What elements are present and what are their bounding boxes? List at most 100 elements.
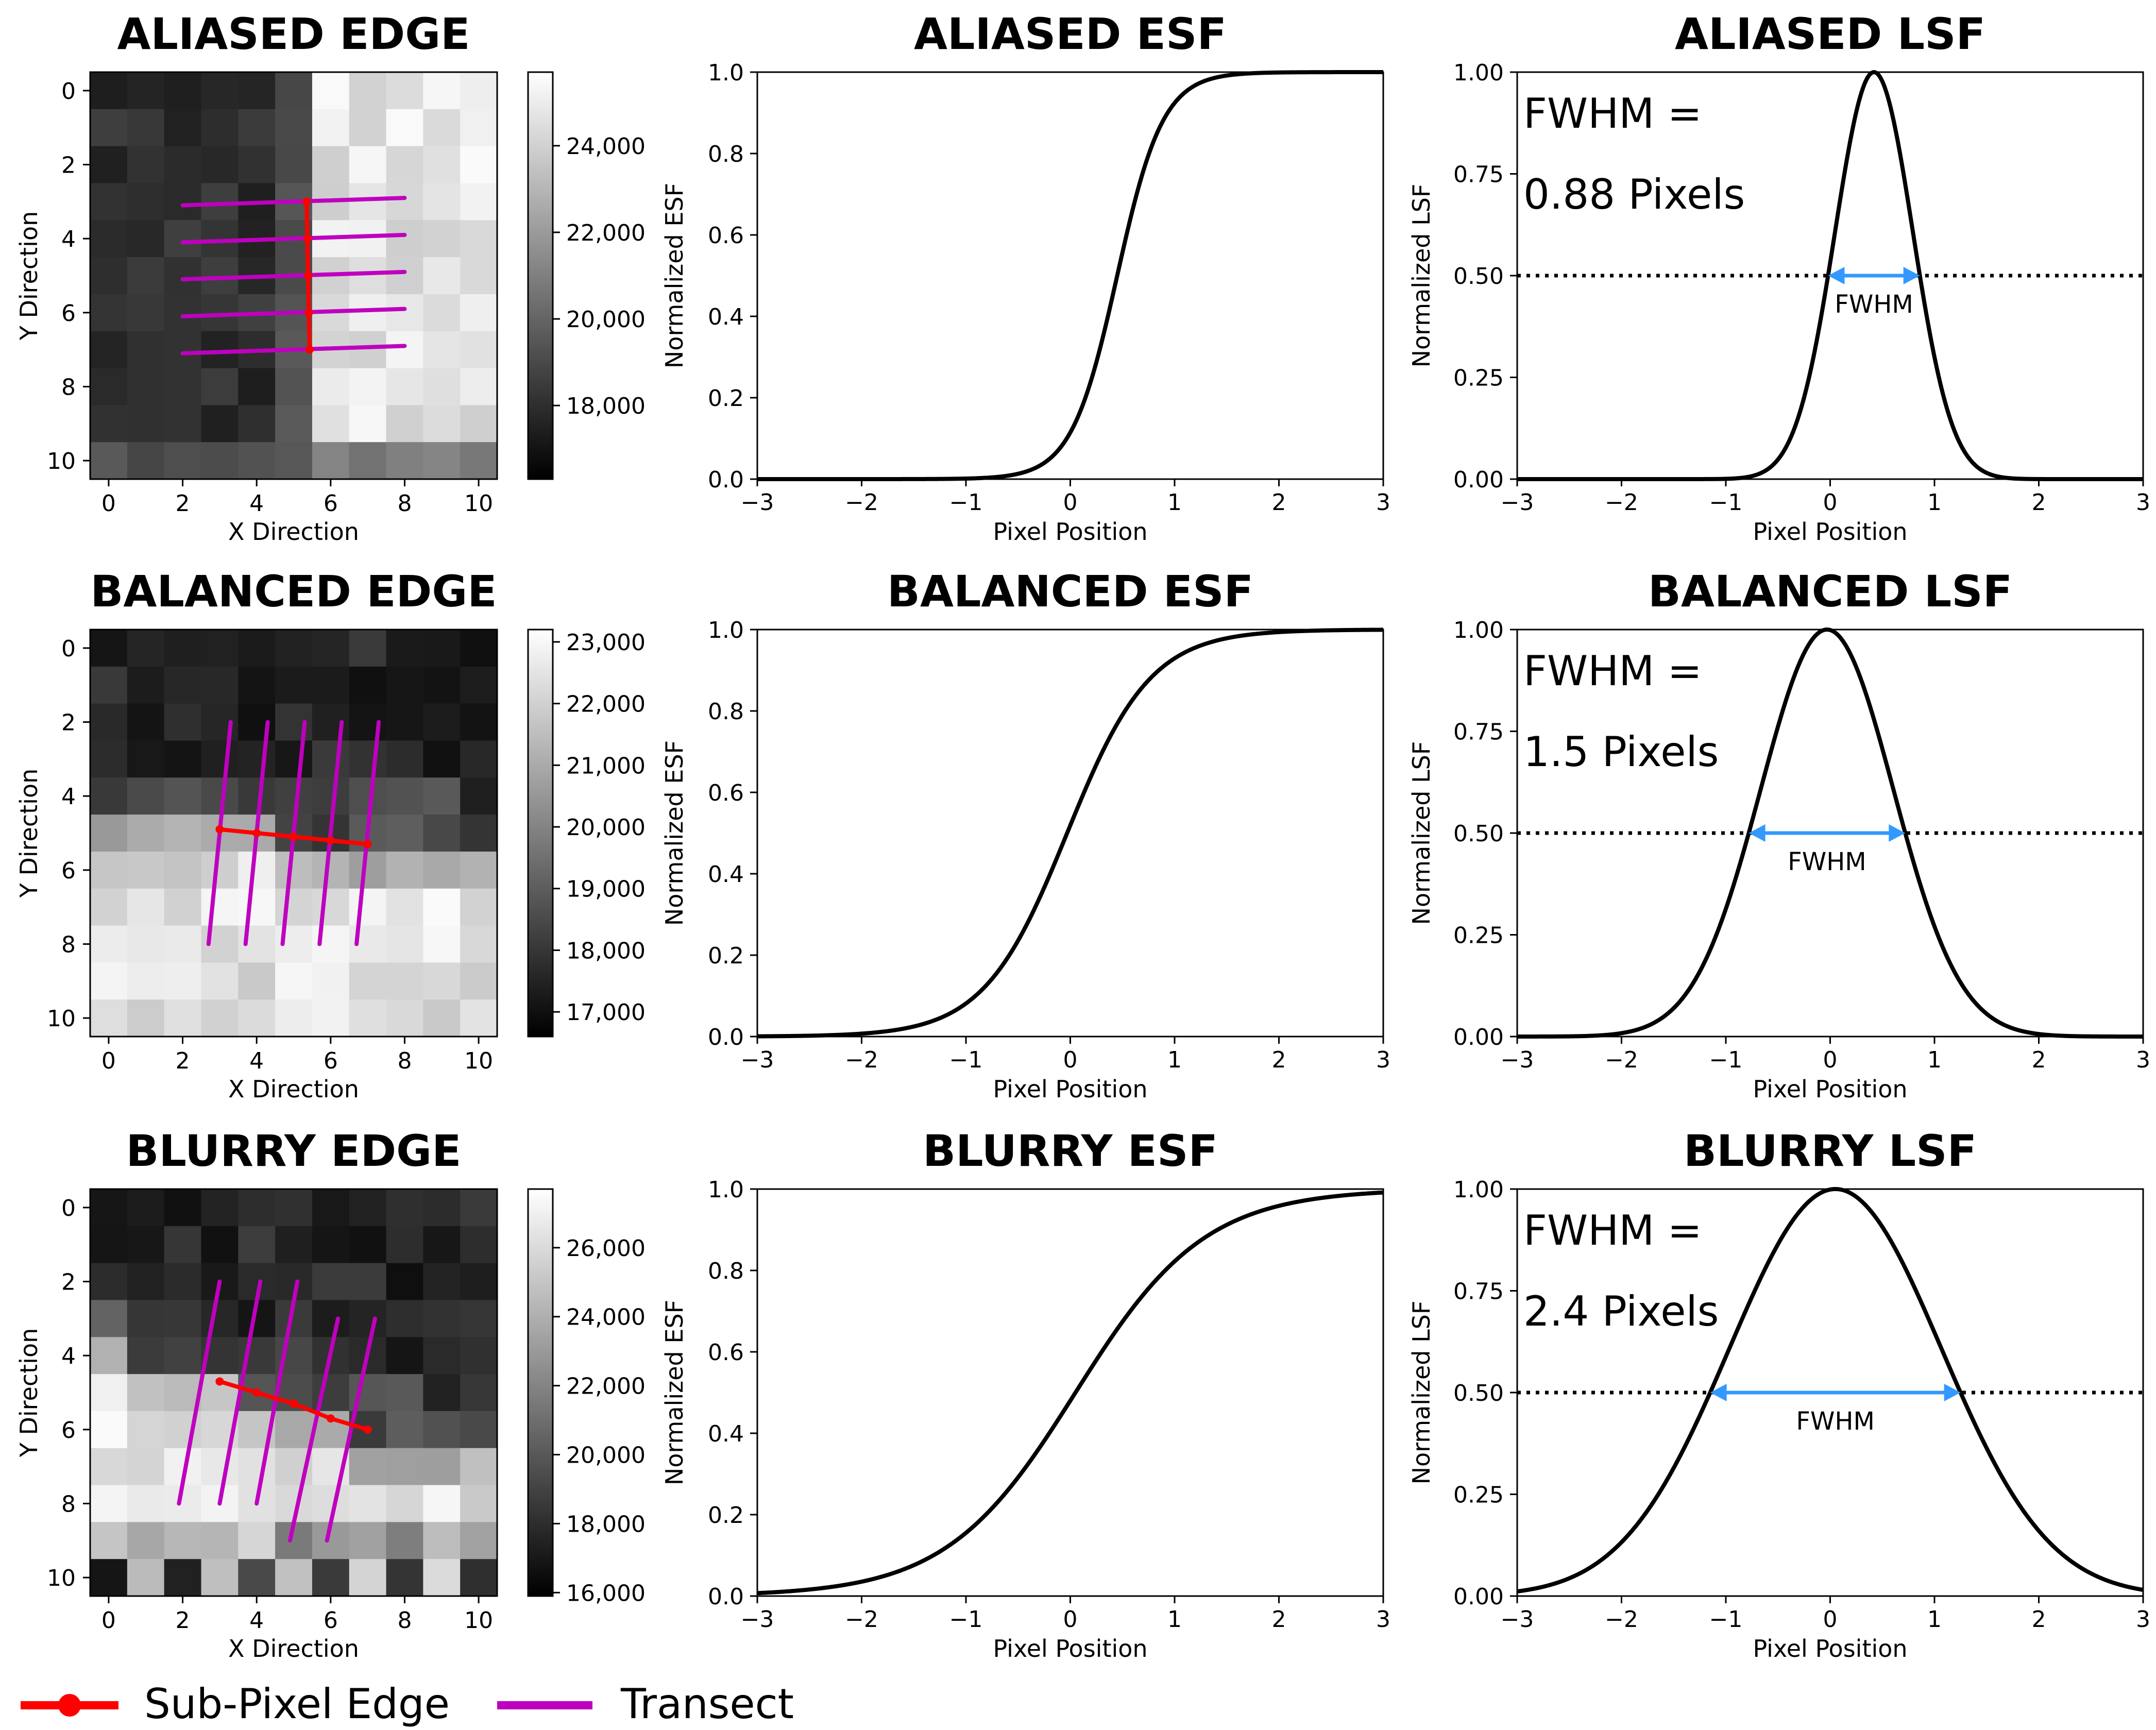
heatmap-cell (386, 146, 423, 184)
heatmap-cell (238, 851, 276, 889)
fwhm-arrow-label: FWHM (1796, 1407, 1875, 1436)
heatmap-cell (164, 1337, 202, 1375)
x-tick-label: −1 (949, 1606, 983, 1633)
y-tick-label: 0.50 (1453, 821, 1504, 847)
series-line (1516, 1187, 2144, 1593)
x-tick-label: 2 (2032, 1047, 2046, 1073)
heatmap-cell (423, 183, 461, 221)
fwhm-arrow-head-left (1710, 1384, 1727, 1401)
heatmap-cell (201, 962, 239, 1000)
heatmap-cell (164, 851, 202, 889)
colorbar-tick-label: 18,000 (566, 938, 646, 964)
heatmap-cell (423, 1448, 461, 1486)
heatmap-cell (164, 666, 202, 704)
x-tick-label: −1 (949, 1047, 983, 1073)
heatmap-cell (127, 1485, 165, 1522)
subpixel-edge-point (215, 1377, 224, 1386)
heatmap-cell (423, 1226, 461, 1264)
heatmap-cell (201, 146, 239, 184)
heatmap-cell (460, 1263, 498, 1301)
heatmap-cell (386, 815, 423, 852)
heatmap-cell (127, 1300, 165, 1337)
heatmap-cell (386, 1411, 423, 1449)
heatmap-cell (423, 925, 461, 963)
heatmap-cell (90, 630, 128, 667)
heatmap-cell (127, 331, 165, 369)
heatmap-cell (275, 740, 313, 778)
heatmap-cell (164, 1189, 202, 1227)
heatmap-cell (90, 442, 128, 480)
heatmap-cell (386, 1374, 423, 1412)
heatmap-cell (423, 1337, 461, 1375)
transect-line (180, 307, 407, 318)
heatmap-cell (275, 666, 313, 704)
heatmap-cell (386, 183, 423, 221)
heatmap-cell (460, 888, 498, 926)
heatmap-cell (349, 146, 387, 184)
fwhm-text-line1: FWHM = (1523, 1207, 1702, 1254)
y-tick-label: 0.6 (708, 223, 744, 249)
heatmap-cell (275, 109, 313, 147)
colorbar-tick-label: 17,000 (566, 999, 646, 1026)
heatmap-cell (238, 999, 276, 1037)
transect-line (354, 720, 381, 946)
heatmap-cell (127, 815, 165, 852)
fwhm-arrow-label: FWHM (1788, 847, 1866, 876)
y-tick-label: 6 (61, 858, 76, 884)
heatmap-cell (312, 1189, 350, 1227)
heatmap-cell (90, 331, 128, 369)
heatmap-cell (460, 630, 498, 667)
heatmap-cell (238, 1559, 276, 1597)
y-tick-label: 6 (61, 1417, 76, 1444)
colorbar-tick-label: 22,000 (566, 1373, 646, 1400)
plot-frame (89, 71, 498, 480)
colorbar (527, 1188, 554, 1597)
heatmap-cell (90, 1189, 128, 1227)
heatmap-cell (349, 1300, 387, 1337)
heatmap-cell (460, 962, 498, 1000)
heatmap-cell (164, 1300, 202, 1337)
heatmap-cell (201, 666, 239, 704)
heatmap-cell (164, 183, 202, 221)
heatmap-cell (275, 368, 313, 405)
x-tick-label: 6 (324, 1048, 338, 1074)
heatmap-cell (460, 1559, 498, 1597)
heatmap-cell (201, 888, 239, 926)
x-tick-label: −1 (1709, 1047, 1743, 1073)
heatmap-cell (201, 703, 239, 741)
x-tick-label: −2 (845, 489, 878, 516)
heatmap-cell (275, 1226, 313, 1264)
heatmap-cell (201, 999, 239, 1037)
heatmap-cell (127, 925, 165, 963)
x-tick-label: 1 (1167, 489, 1182, 516)
heatmap-cell (386, 1448, 423, 1486)
x-tick-label: 3 (2136, 1606, 2150, 1633)
heatmap-cell (349, 962, 387, 1000)
heatmap-cell (201, 72, 239, 110)
y-tick-label: 0.8 (708, 699, 744, 725)
chart-title: BALANCED EDGE (90, 566, 497, 617)
y-tick-label: 0.8 (708, 1258, 744, 1284)
fwhm-text-line1: FWHM = (1523, 90, 1702, 138)
heatmap-cell (201, 1448, 239, 1486)
heatmap-cell (238, 740, 276, 778)
heatmap-cell (349, 703, 387, 741)
y-tick-label: 10 (47, 1006, 76, 1032)
fwhm-arrow-label: FWHM (1835, 290, 1913, 319)
x-tick-label: −2 (1605, 1047, 1638, 1073)
heatmap-cell (386, 962, 423, 1000)
heatmap-cell (275, 999, 313, 1037)
heatmap-cell (238, 666, 276, 704)
heatmap-cell (460, 1189, 498, 1227)
fwhm-arrow-head-left (1828, 267, 1845, 284)
heatmap-cell (164, 442, 202, 480)
heatmap-cell (460, 815, 498, 852)
chart-title: ALIASED LSF (1675, 9, 1985, 59)
fwhm-arrow-head-left (1748, 824, 1765, 842)
heatmap-cell (386, 1337, 423, 1375)
heatmap-cell (460, 1485, 498, 1522)
heatmap-cell (460, 703, 498, 741)
subpixel-edge-point (363, 840, 372, 849)
heatmap-cell (275, 962, 313, 1000)
heatmap-cell (238, 368, 276, 405)
